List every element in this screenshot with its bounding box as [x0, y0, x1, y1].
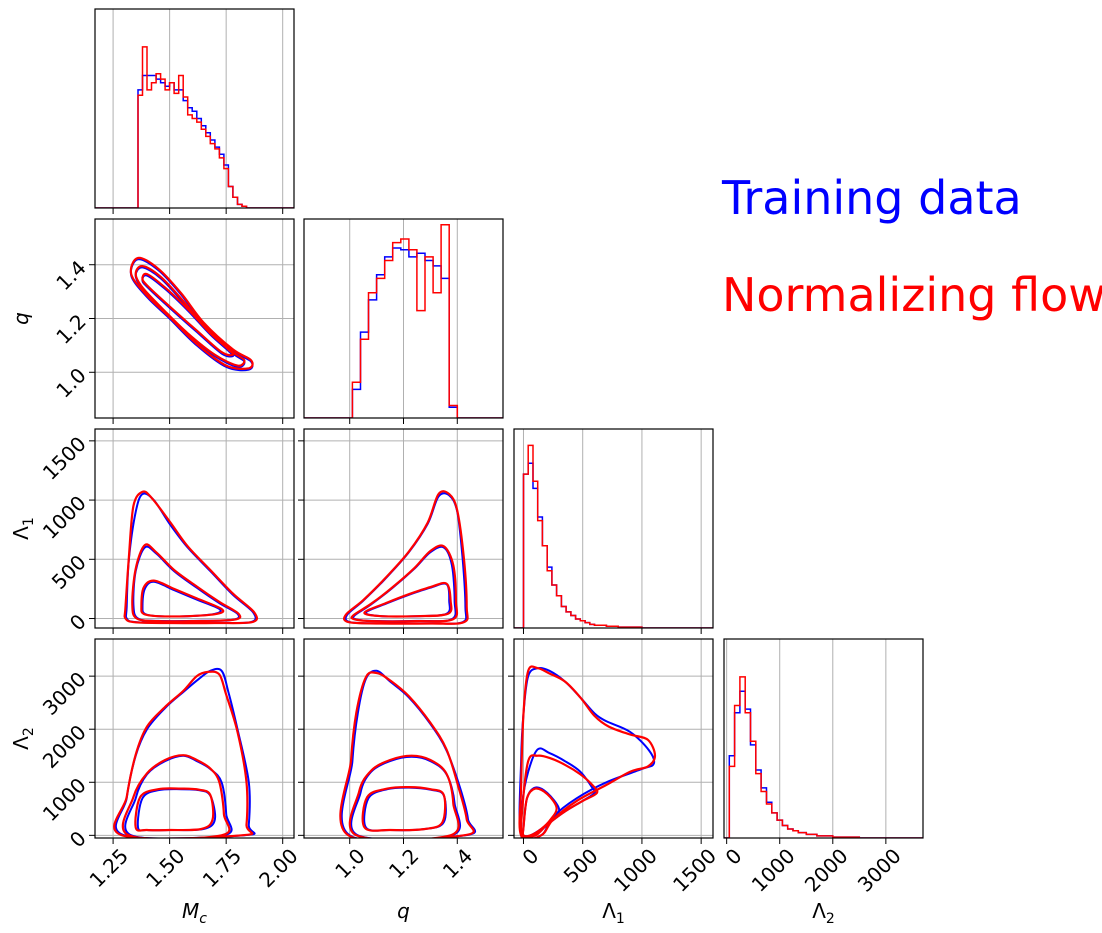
histogram-L2 [723, 638, 924, 844]
contour-panel-Mc-L1 [89, 428, 295, 634]
x-tick-label-Mc: 1.50 [141, 844, 189, 892]
x-tick-label-L2: 2000 [800, 844, 853, 897]
contour-flow-level-2 [134, 787, 215, 832]
y-tick-label-L1: 1500 [38, 432, 91, 485]
x-tick-label-q: 1.4 [438, 844, 477, 883]
panels [89, 8, 924, 844]
y-axis-label-q: q [9, 312, 33, 325]
x-tick-label-L2: 0 [721, 844, 747, 870]
contour-flow-level-1 [348, 754, 460, 838]
histogram-q [303, 218, 504, 424]
contour-flow-level-1 [134, 264, 246, 367]
y-tick-label-q: 1.0 [51, 363, 90, 402]
histogram-Mc [94, 8, 295, 214]
contour-flow-level-0 [123, 490, 259, 625]
panel-frame [94, 428, 295, 629]
y-tick-label-q: 1.2 [51, 309, 90, 348]
x-tick-label-L1: 0 [517, 844, 543, 870]
panel-frame [303, 428, 504, 629]
panel-frame [94, 638, 295, 839]
x-tick-label-q: 1.0 [330, 844, 369, 883]
contour-panel-Mc-q [89, 218, 295, 424]
y-tick-label-L2: 2000 [38, 720, 91, 773]
axis-labels: Mc q Λ1 Λ2 q Λ1 Λ2 [9, 312, 835, 927]
histogram-step-flow [95, 46, 294, 208]
histogram-step-flow [304, 223, 503, 418]
contour-flow-level-0 [339, 671, 475, 838]
legend-normalizing-flow: Normalizing flow [722, 268, 1102, 322]
contour-flow-level-2 [521, 787, 558, 838]
contour-panel-L1-L2 [508, 638, 714, 844]
x-axis-label-q: q [397, 899, 410, 923]
contour-panel-q-L2 [298, 638, 504, 844]
y-tick-label-L1: 500 [47, 550, 91, 594]
x-axis-label-Mc: Mc [182, 899, 207, 927]
x-tick-label-q: 1.2 [384, 844, 423, 883]
x-tick-label-L1: 500 [559, 844, 603, 888]
panel-frame [94, 8, 295, 209]
contour-flow-level-2 [141, 272, 235, 357]
x-tick-label-L2: 3000 [853, 844, 906, 897]
contour-flow-level-1 [131, 543, 242, 623]
panel-frame [303, 638, 504, 839]
x-tick-label-L1: 1500 [668, 844, 721, 897]
x-axis-label-L2: Λ2 [812, 899, 835, 927]
y-tick-label-L2: 0 [65, 826, 91, 852]
legend-training-data: Training data [722, 171, 1022, 225]
contour-flow-level-1 [350, 544, 459, 623]
contour-flow-level-0 [129, 256, 254, 370]
x-tick-label-L2: 1000 [747, 844, 800, 897]
contour-flow-level-2 [363, 581, 453, 618]
y-axis-label-L2: Λ2 [9, 727, 37, 750]
y-tick-label-L2: 3000 [38, 667, 91, 720]
contour-flow-level-0 [113, 670, 254, 838]
x-tick-label-Mc: 2.00 [254, 844, 302, 892]
histogram-L1 [513, 428, 714, 634]
contour-flow-level-2 [140, 579, 225, 618]
contour-panel-q-L1 [298, 428, 504, 634]
contour-flow-level-1 [519, 754, 599, 838]
panel-frame [303, 218, 504, 419]
y-tick-label-L1: 0 [65, 609, 91, 635]
x-axis-label-L1: Λ1 [602, 899, 625, 927]
y-tick-label-L1: 1000 [38, 491, 91, 544]
histogram-step-training [304, 247, 503, 418]
contour-flow-level-2 [361, 785, 447, 832]
y-axis-label-L1: Λ1 [9, 517, 37, 540]
histogram-step-flow [724, 676, 923, 838]
contour-panel-Mc-L2 [89, 638, 295, 844]
contour-flow-level-0 [342, 490, 469, 625]
x-tick-label-Mc: 1.25 [85, 844, 133, 892]
y-tick-label-q: 1.4 [51, 256, 90, 295]
panel-frame [94, 218, 295, 419]
x-tick-label-L1: 1000 [609, 844, 662, 897]
panel-frame [513, 428, 714, 629]
histogram-step-flow [514, 444, 713, 628]
panel-frame [513, 638, 714, 839]
x-tick-label-Mc: 1.75 [198, 844, 246, 892]
y-tick-label-L2: 1000 [38, 773, 91, 826]
contour-flow-level-1 [121, 754, 231, 838]
panel-frame [723, 638, 924, 839]
